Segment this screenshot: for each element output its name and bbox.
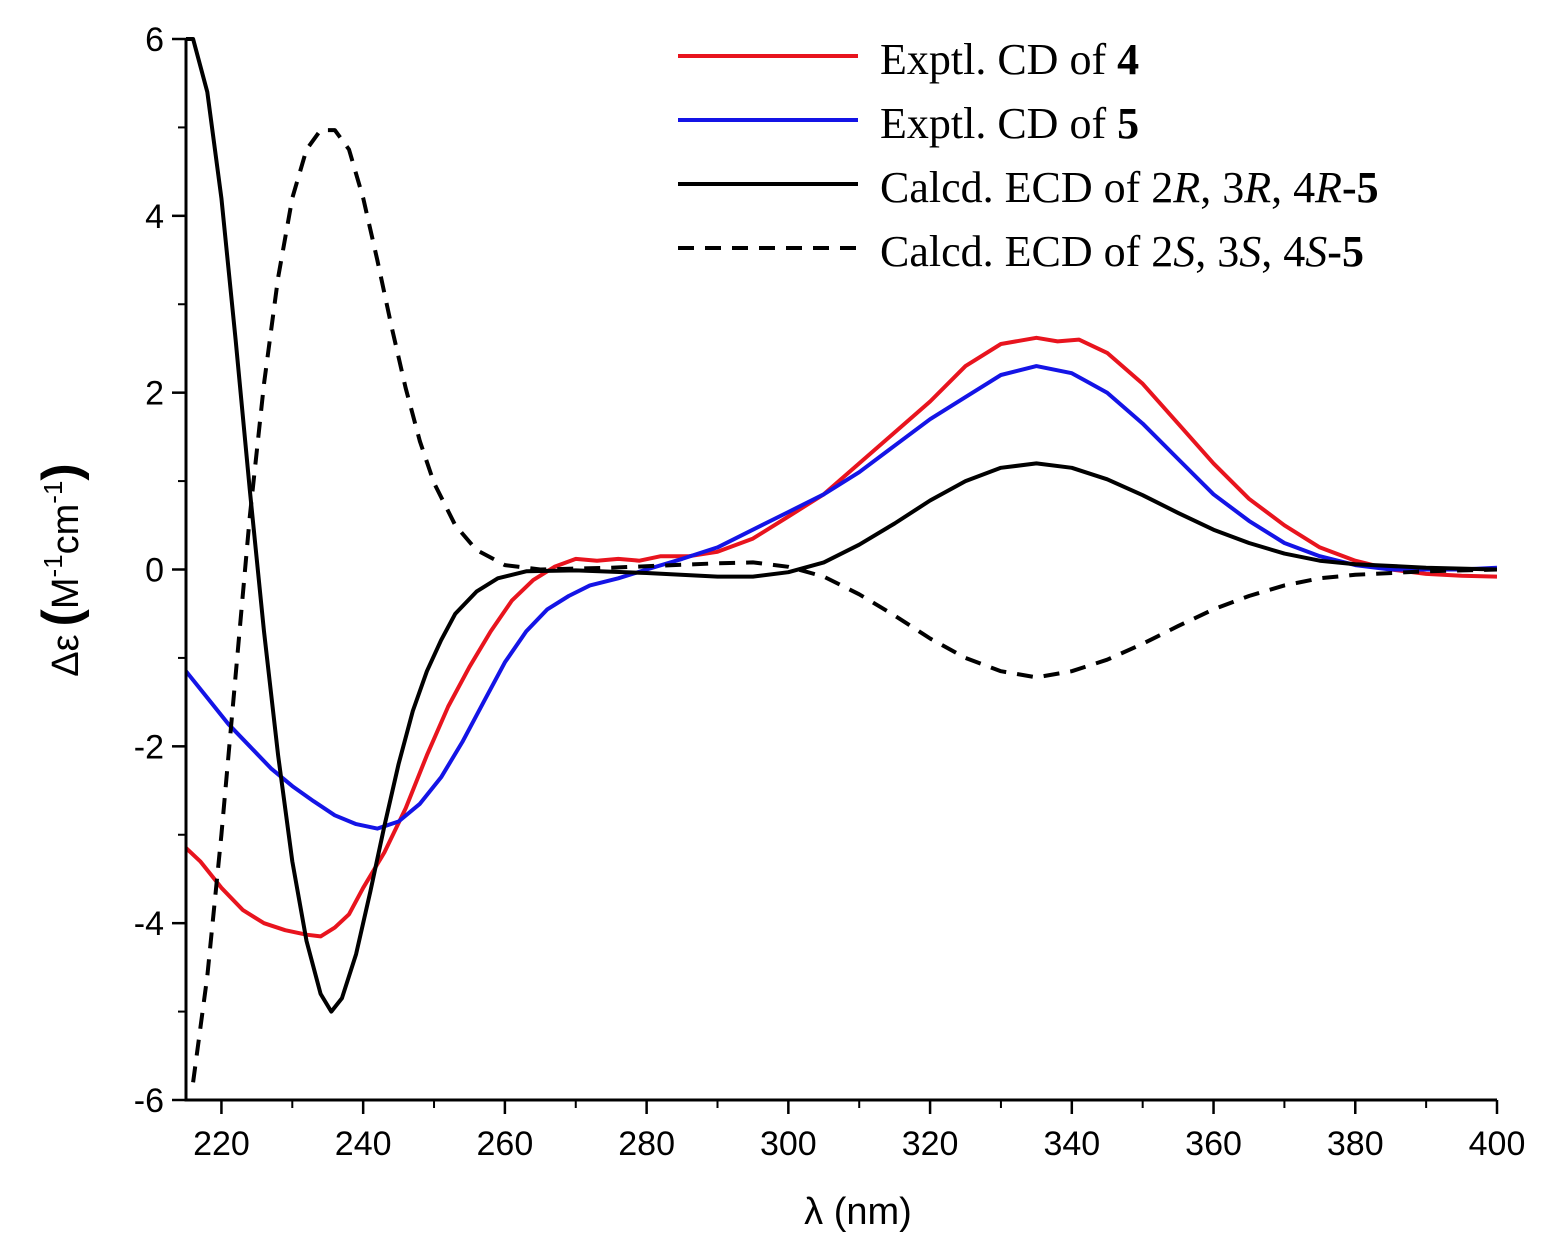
legend-label-exptl-5: Exptl. CD of 5 [880,99,1139,148]
x-tick-label: 360 [1185,1125,1242,1163]
legend-label-exptl-4: Exptl. CD of 4 [880,35,1139,84]
y-axis-exp1: -1 [38,554,68,577]
x-tick-label: 340 [1043,1125,1100,1163]
legend-label-calcd-r: Calcd. ECD of 2R, 3R, 4R-5 [880,163,1379,212]
y-axis-open-paren: ( [32,608,90,626]
series-line-1 [186,335,1497,939]
y-axis-title: Δε(M-1cm-1) [32,463,90,677]
y-tick-label: -4 [134,905,164,943]
plot-lines [186,37,1497,1083]
y-axis-symbol: Δε [45,634,87,676]
y-tick-label: -2 [134,728,164,766]
y-tick-label: -6 [134,1082,164,1120]
legend-label-calcd-s: Calcd. ECD of 2S, 3S, 4S-5 [880,227,1364,276]
y-axis-exp2: -1 [38,481,68,504]
x-tick-label: 240 [335,1125,392,1163]
y-tick-label: 0 [145,552,164,590]
y-tick-label: 4 [145,198,164,236]
x-tick-label: 280 [618,1125,675,1163]
x-tick-label: 400 [1469,1125,1526,1163]
ticks: 220 240 260 280 300 320 340 360 380 400 -6 -4 -2 0 2 4 6 [134,21,1526,1163]
x-tick-label: 220 [193,1125,250,1163]
series-line-2 [186,364,1497,831]
legend: Exptl. CD of 4 Exptl. CD of 5 Calcd. ECD… [678,35,1379,276]
x-tick-label: 260 [477,1125,534,1163]
x-tick-label: 320 [902,1125,959,1163]
y-axis-unit-cm: cm [45,504,87,555]
x-axis-title: λ (nm) [804,1191,912,1233]
y-axis-unit-m: M [45,577,87,609]
y-axis-close-paren: ) [32,463,90,480]
series-line-4 [191,128,1497,1083]
series-line-3 [186,37,1497,1014]
x-tick-label: 380 [1327,1125,1384,1163]
x-tick-label: 300 [760,1125,817,1163]
y-tick-label: 6 [145,21,164,59]
y-tick-label: 2 [145,375,164,413]
